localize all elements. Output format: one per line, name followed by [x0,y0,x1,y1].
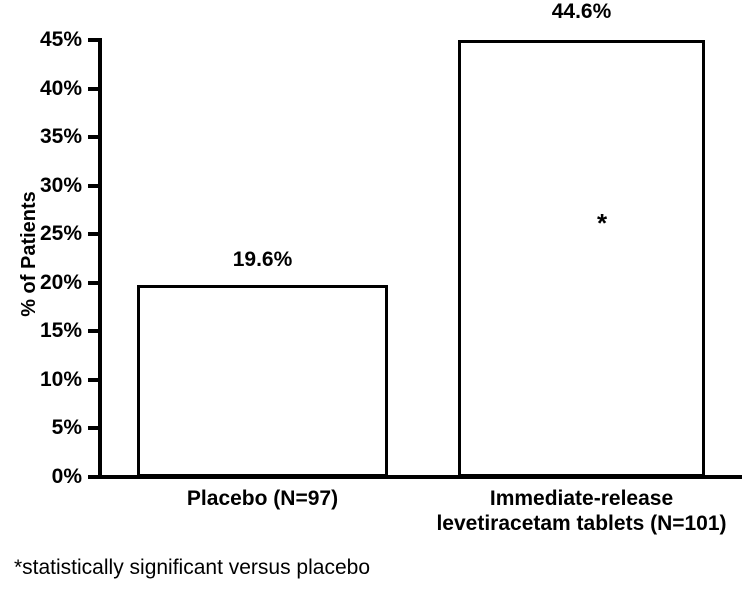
footnote: *statistically significant versus placeb… [14,556,370,579]
significance-asterisk: * [596,208,608,238]
y-tick-mark-25 [88,232,100,236]
y-tick-label-15: 15% [39,319,82,342]
y-tick-mark-35 [88,135,100,139]
bar-immediate-release [458,40,705,477]
y-tick-mark-20 [88,281,100,285]
y-tick-mark-30 [88,184,100,188]
y-axis-title: % of Patients [18,191,40,317]
y-tick-label-20: 20% [39,271,82,294]
bar-placebo [137,285,388,477]
value-label-placebo: 19.6% [232,248,293,271]
y-tick-mark-15 [88,329,100,333]
y-tick-mark-10 [88,378,100,382]
y-tick-mark-45 [88,38,100,42]
y-tick-label-40: 40% [39,77,82,100]
x-axis-line [88,475,742,479]
y-tick-label-30: 30% [39,174,82,197]
y-tick-label-10: 10% [39,368,82,391]
y-tick-label-35: 35% [39,125,82,148]
category-label-ir-line1: Immediate-release [489,487,674,510]
category-label-placebo: Placebo (N=97) [137,486,388,511]
y-tick-mark-5 [88,426,100,430]
category-label-placebo-line1: Placebo (N=97) [186,487,339,510]
value-label-immediate-release: 44.6% [551,0,612,23]
y-tick-mark-40 [88,87,100,91]
category-label-ir-line2: levetiracetam tablets (N=101) [436,512,727,535]
y-tick-label-25: 25% [39,222,82,245]
category-label-immediate-release: Immediate-release levetiracetam tablets … [433,486,730,536]
y-axis-line [98,38,102,479]
y-tick-label-45: 45% [39,28,82,51]
y-tick-label-5: 5% [51,416,82,439]
y-tick-label-0: 0% [51,465,82,488]
